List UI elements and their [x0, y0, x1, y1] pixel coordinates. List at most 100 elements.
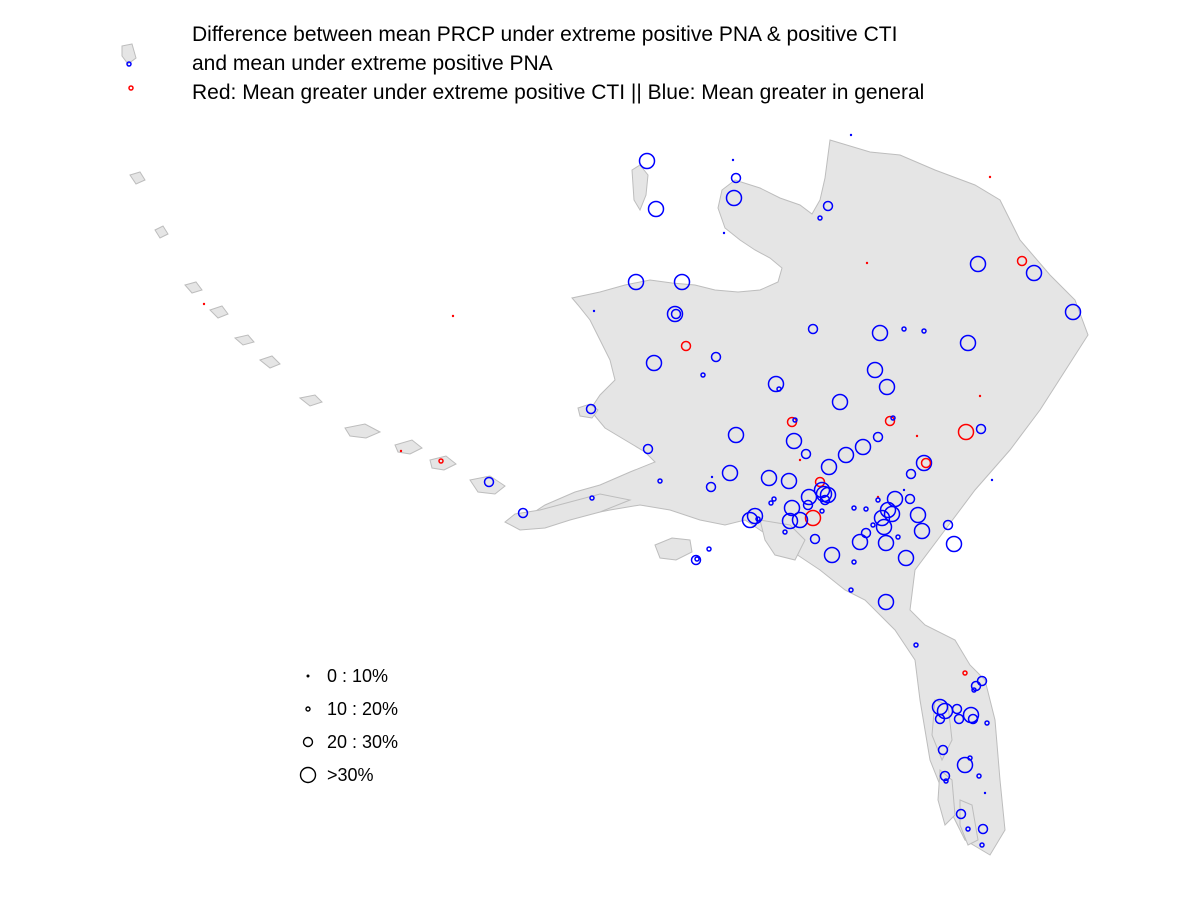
station-marker: [800, 448, 812, 460]
station-marker: [979, 842, 985, 848]
station-marker: [817, 215, 823, 221]
legend-symbol-large: [299, 766, 317, 784]
station-marker: [988, 175, 992, 179]
station-marker: [978, 394, 982, 398]
station-marker: [710, 351, 722, 363]
station-marker: [851, 505, 857, 511]
station-marker: [680, 340, 692, 352]
station-marker: [822, 200, 834, 212]
station-marker: [627, 273, 645, 291]
station-marker: [871, 324, 889, 342]
station-marker: [866, 361, 884, 379]
station-marker: [585, 403, 597, 415]
station-marker: [965, 826, 971, 832]
station-marker: [694, 556, 700, 562]
station-marker: [877, 593, 895, 611]
station-marker: [798, 458, 802, 462]
station-marker: [953, 713, 965, 725]
station-marker: [854, 438, 872, 456]
station-marker: [814, 476, 826, 488]
station-marker: [645, 354, 663, 372]
station-marker: [781, 512, 799, 530]
station-marker: [823, 546, 841, 564]
station-marker: [700, 372, 706, 378]
station-marker: [863, 506, 869, 512]
aleutian-islands: [121, 43, 506, 495]
station-marker: [971, 687, 977, 693]
legend-symbol-tiny: [306, 674, 310, 678]
station-marker: [804, 509, 822, 527]
station-marker: [939, 770, 951, 782]
alaska-peninsula: [504, 493, 632, 531]
station-marker: [909, 506, 927, 524]
station-marker: [877, 534, 895, 552]
station-marker: [670, 308, 682, 320]
station-marker: [872, 431, 884, 443]
station-marker: [780, 472, 798, 490]
station-marker: [741, 511, 759, 529]
station-marker: [934, 713, 946, 725]
station-marker: [592, 309, 596, 313]
station-marker: [800, 488, 818, 506]
station-marker: [666, 305, 684, 323]
station-marker: [721, 464, 739, 482]
station-marker: [984, 720, 990, 726]
station-marker: [943, 778, 949, 784]
station-marker: [976, 773, 982, 779]
legend-symbol-small: [305, 706, 311, 712]
station-marker: [873, 509, 891, 527]
nunivak-island: [577, 403, 599, 419]
title-line-2: and mean under extreme positive PNA: [192, 52, 553, 75]
station-marker: [959, 334, 977, 352]
station-marker: [951, 703, 963, 715]
station-marker: [849, 133, 853, 137]
station-marker: [731, 158, 735, 162]
station-marker: [802, 499, 814, 511]
st-lawrence-island: [631, 164, 649, 212]
station-marker: [760, 469, 778, 487]
station-marker: [820, 458, 838, 476]
station-marker: [975, 423, 987, 435]
station-marker: [706, 546, 712, 552]
title-line-3: Red: Mean greater under extreme positive…: [192, 81, 925, 104]
station-marker: [913, 522, 931, 540]
station-marker: [904, 493, 916, 505]
station-marker: [990, 478, 994, 482]
station-marker: [746, 507, 764, 525]
station-marker: [809, 533, 821, 545]
legend-symbols: [299, 674, 317, 784]
legend-symbol-medium: [302, 736, 314, 748]
station-marker: [921, 328, 927, 334]
station-marker: [727, 426, 745, 444]
station-marker: [901, 326, 907, 332]
station-marker: [722, 231, 726, 235]
station-marker: [915, 454, 933, 472]
station-marker: [517, 507, 529, 519]
station-marker: [782, 529, 788, 535]
station-marker: [792, 417, 798, 423]
station-marker: [483, 476, 495, 488]
station-marker: [705, 481, 717, 493]
station-marker: [957, 423, 975, 441]
station-marker: [875, 497, 881, 503]
legend-label-10-20: 10 : 20%: [327, 699, 399, 719]
station-marker: [875, 518, 893, 536]
legend-label-over-30: >30%: [327, 765, 374, 785]
station-marker: [399, 449, 403, 453]
station-marker: [920, 457, 932, 469]
legend-label-0-10: 0 : 10%: [327, 666, 389, 686]
station-marker: [913, 642, 919, 648]
station-marker: [945, 535, 963, 553]
station-marker: [967, 713, 979, 725]
station-marker: [657, 478, 663, 484]
station-marker: [851, 559, 857, 565]
station-marker: [977, 823, 989, 835]
station-marker: [673, 273, 691, 291]
station-marker: [983, 791, 987, 795]
station-marker: [962, 670, 968, 676]
station-marker: [902, 488, 906, 492]
station-marker: [785, 432, 803, 450]
station-marker: [755, 516, 761, 522]
station-marker: [647, 200, 665, 218]
